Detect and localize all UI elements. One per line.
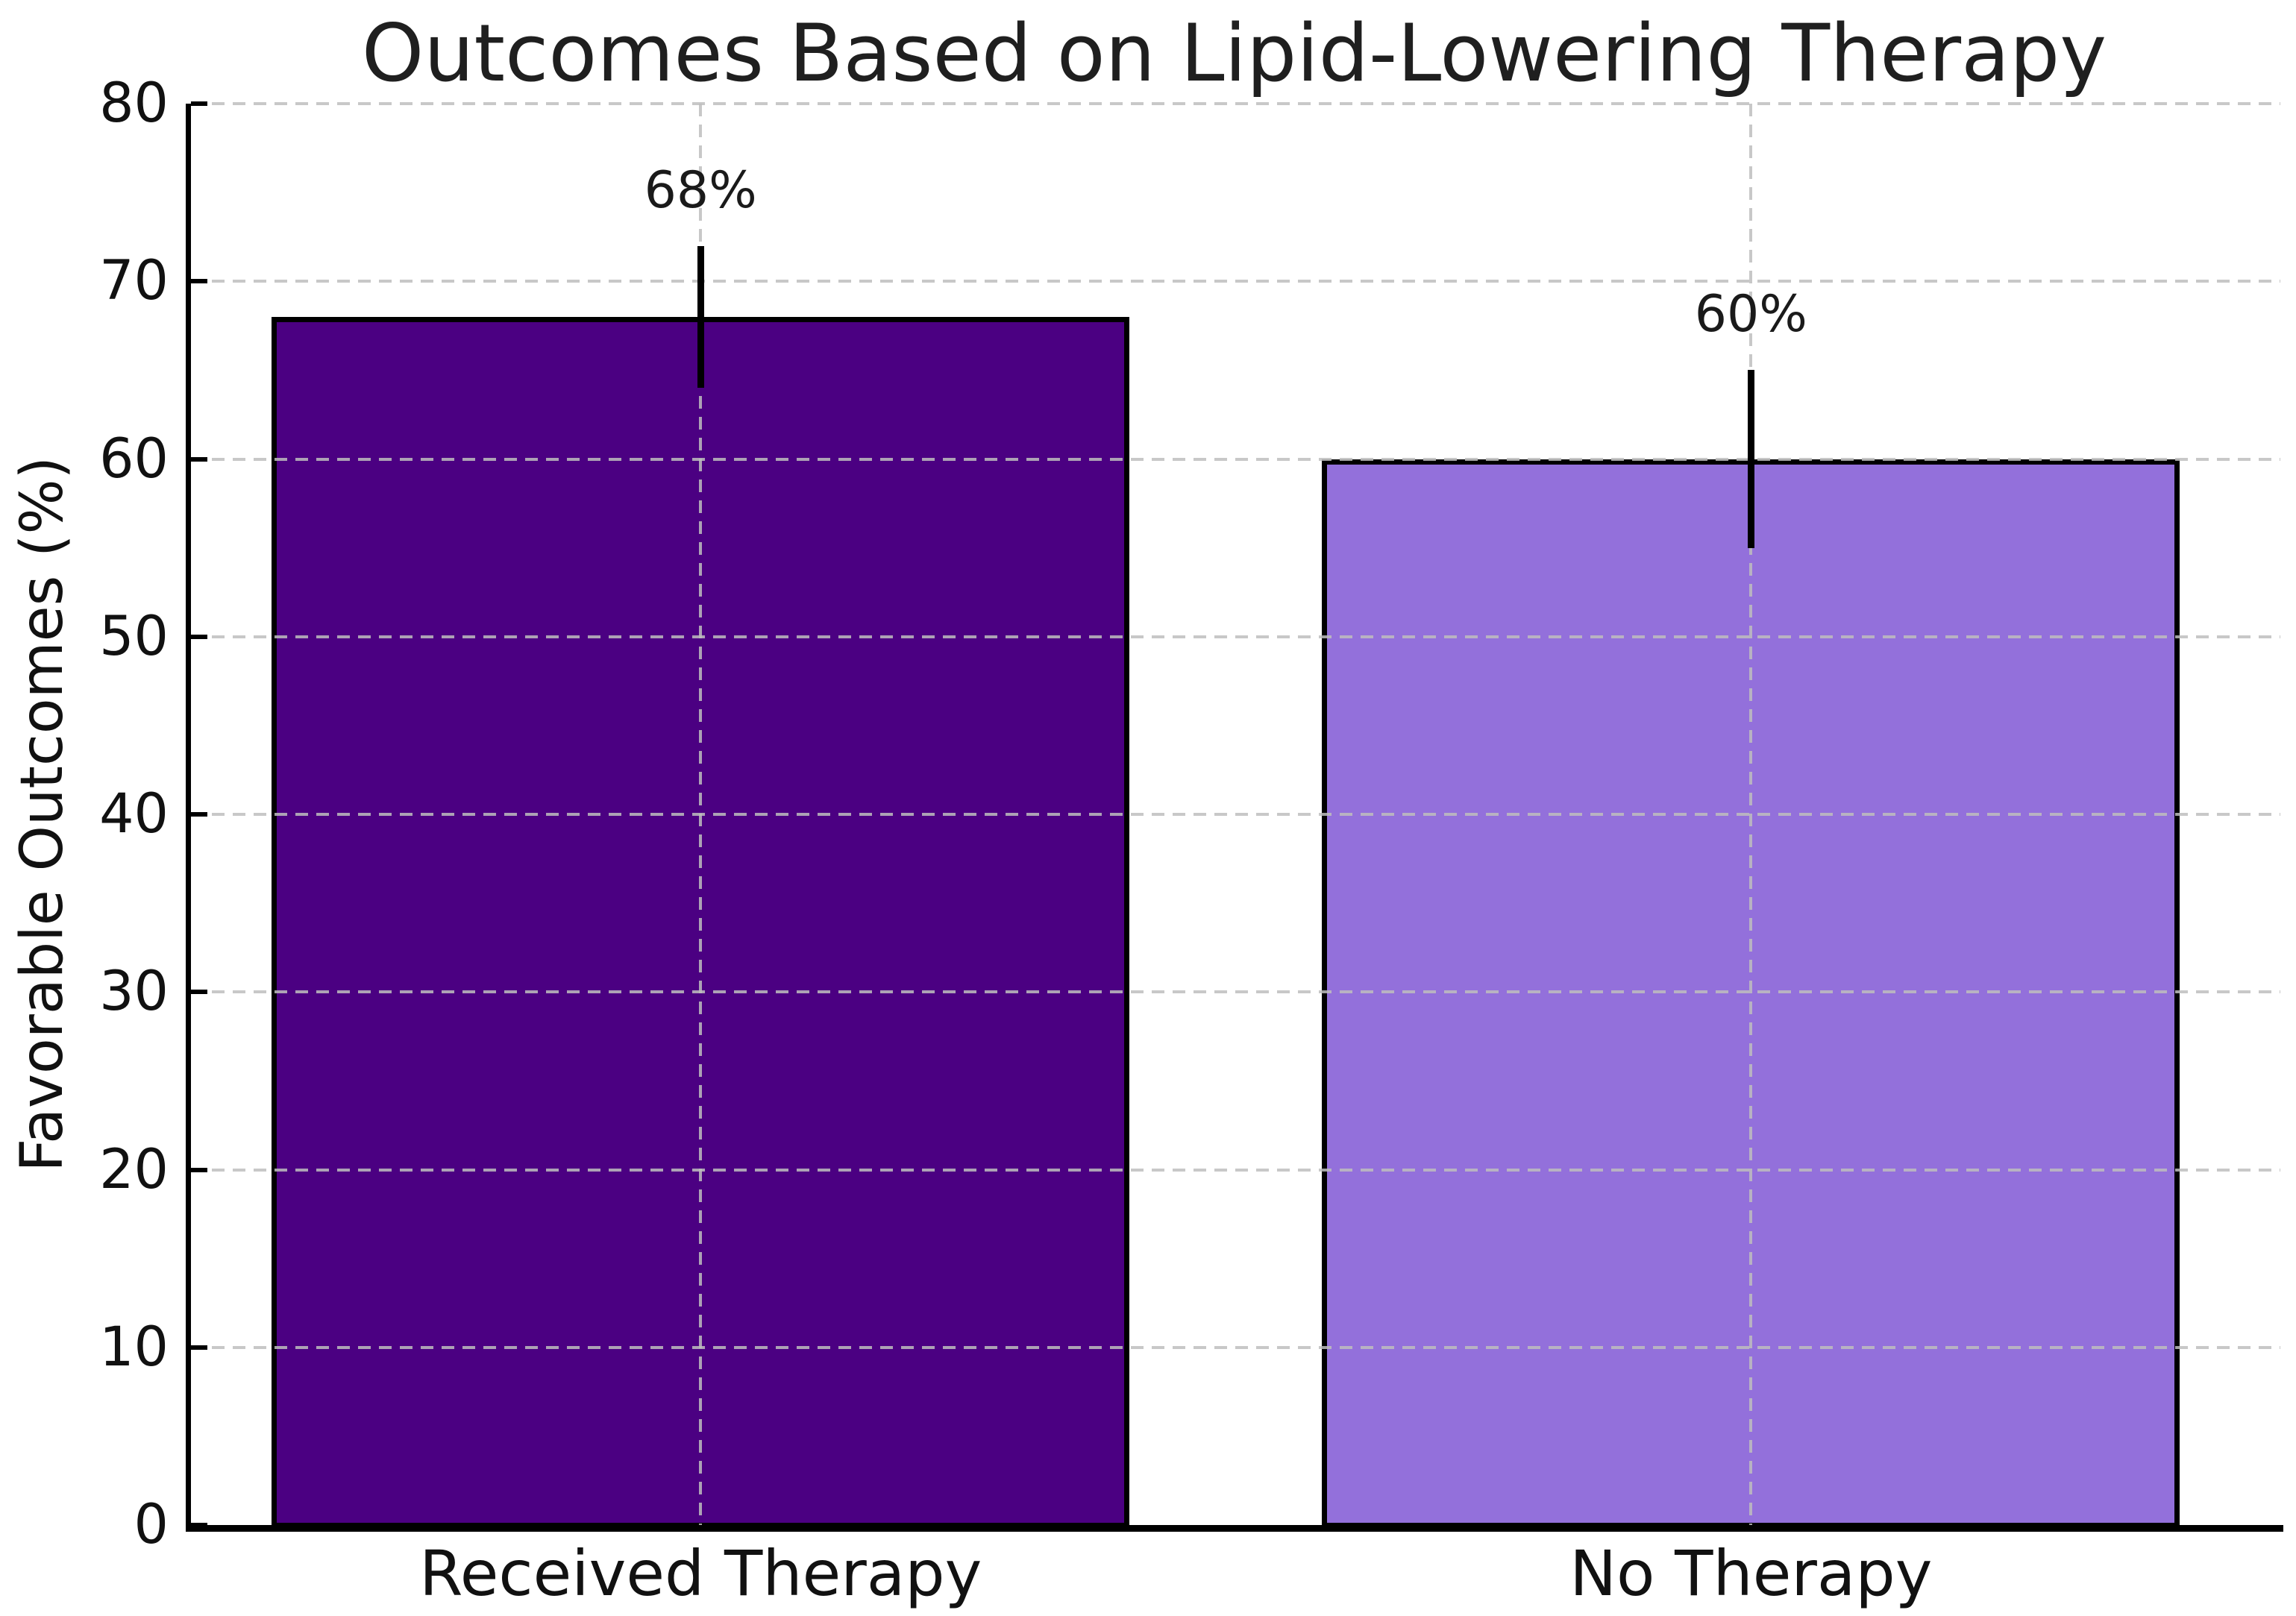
- bar-value-label: 68%: [644, 160, 757, 220]
- gridline-horizontal: [191, 990, 2280, 994]
- gridline-horizontal: [191, 635, 2280, 638]
- error-bar: [697, 245, 705, 389]
- x-tick-label: No Therapy: [1569, 1537, 1933, 1610]
- bottom-spine: [186, 1525, 2283, 1532]
- y-tick-label: 0: [134, 1493, 169, 1556]
- x-tick-label: Received Therapy: [419, 1537, 982, 1610]
- error-bar: [1748, 370, 1755, 548]
- left-spine: [186, 104, 191, 1532]
- chart-title: Outcomes Based on Lipid-Lowering Therapy: [361, 7, 2107, 99]
- y-tick-label: 10: [99, 1315, 169, 1379]
- y-tick-mark: [191, 279, 207, 284]
- gridline-horizontal: [191, 813, 2280, 816]
- y-tick-mark: [191, 812, 207, 817]
- gridline-horizontal: [191, 1345, 2280, 1349]
- gridline-horizontal: [191, 457, 2280, 461]
- gridline-vertical: [1749, 104, 1753, 1525]
- gridline-horizontal: [191, 102, 2280, 105]
- y-tick-mark: [191, 990, 207, 995]
- y-tick-label: 60: [99, 427, 169, 491]
- gridline-horizontal: [191, 280, 2280, 283]
- gridline-vertical: [699, 104, 703, 1525]
- y-tick-label: 40: [99, 782, 169, 846]
- y-tick-mark: [191, 456, 207, 462]
- y-tick-label: 70: [99, 249, 169, 313]
- bar-value-label: 60%: [1694, 285, 1807, 345]
- y-tick-mark: [191, 1523, 207, 1527]
- y-tick-mark: [191, 634, 207, 639]
- y-tick-mark: [191, 101, 207, 106]
- y-tick-label: 50: [99, 604, 169, 668]
- y-tick-mark: [191, 1167, 207, 1172]
- y-tick-label: 80: [99, 72, 169, 135]
- gridline-horizontal: [191, 1168, 2280, 1172]
- y-tick-mark: [191, 1345, 207, 1350]
- y-tick-label: 30: [99, 960, 169, 1024]
- y-tick-label: 20: [99, 1137, 169, 1201]
